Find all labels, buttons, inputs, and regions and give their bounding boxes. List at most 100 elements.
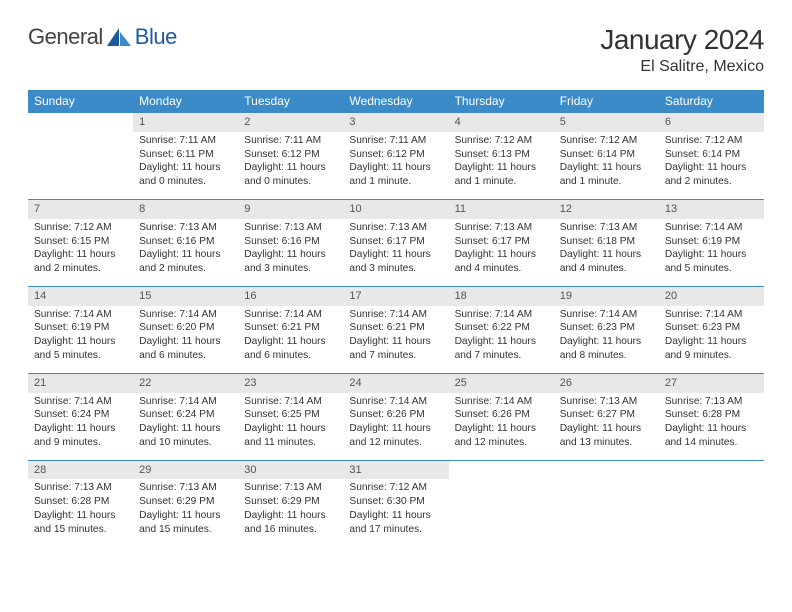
daylight-text: Daylight: 11 hours (244, 335, 337, 349)
day-number: 14 (28, 286, 133, 305)
day-cell: Sunrise: 7:14 AMSunset: 6:24 PMDaylight:… (28, 393, 133, 461)
sunset-text: Sunset: 6:27 PM (560, 408, 653, 422)
sunset-text: Sunset: 6:28 PM (34, 495, 127, 509)
sunset-text: Sunset: 6:17 PM (349, 235, 442, 249)
daylight-text: and 2 minutes. (665, 175, 758, 189)
sunrise-text: Sunrise: 7:13 AM (244, 481, 337, 495)
sunset-text: Sunset: 6:26 PM (455, 408, 548, 422)
sunrise-text: Sunrise: 7:12 AM (560, 134, 653, 148)
sunset-text: Sunset: 6:24 PM (139, 408, 232, 422)
daylight-text: Daylight: 11 hours (244, 509, 337, 523)
sunset-text: Sunset: 6:15 PM (34, 235, 127, 249)
logo-part1: General (28, 24, 103, 49)
daylight-text: and 0 minutes. (139, 175, 232, 189)
day-cell (449, 479, 554, 546)
sunrise-text: Sunrise: 7:14 AM (349, 395, 442, 409)
daylight-text: Daylight: 11 hours (34, 248, 127, 262)
sunrise-text: Sunrise: 7:13 AM (349, 221, 442, 235)
day-number: 23 (238, 373, 343, 392)
day-cell: Sunrise: 7:13 AMSunset: 6:16 PMDaylight:… (238, 219, 343, 287)
daylight-text: and 5 minutes. (665, 262, 758, 276)
daylight-text: Daylight: 11 hours (349, 509, 442, 523)
daylight-text: Daylight: 11 hours (139, 161, 232, 175)
sunset-text: Sunset: 6:14 PM (560, 148, 653, 162)
daylight-text: and 16 minutes. (244, 523, 337, 537)
daylight-text: Daylight: 11 hours (665, 161, 758, 175)
day-number: 5 (554, 113, 659, 132)
daylight-text: Daylight: 11 hours (665, 335, 758, 349)
sunrise-text: Sunrise: 7:13 AM (34, 481, 127, 495)
daylight-text: Daylight: 11 hours (560, 248, 653, 262)
sunrise-text: Sunrise: 7:13 AM (139, 481, 232, 495)
day-number: 17 (343, 286, 448, 305)
logo-part2: Blue (135, 24, 177, 50)
day-number: 13 (659, 199, 764, 218)
sunrise-text: Sunrise: 7:13 AM (244, 221, 337, 235)
day-number (449, 460, 554, 479)
daylight-text: and 0 minutes. (244, 175, 337, 189)
sunrise-text: Sunrise: 7:13 AM (139, 221, 232, 235)
sunrise-text: Sunrise: 7:14 AM (34, 395, 127, 409)
daylight-text: Daylight: 11 hours (455, 335, 548, 349)
day-cell: Sunrise: 7:14 AMSunset: 6:20 PMDaylight:… (133, 306, 238, 374)
day-number-row: 21222324252627 (28, 373, 764, 392)
day-cell: Sunrise: 7:13 AMSunset: 6:28 PMDaylight:… (659, 393, 764, 461)
daylight-text: Daylight: 11 hours (139, 335, 232, 349)
daylight-text: Daylight: 11 hours (560, 335, 653, 349)
day-number: 15 (133, 286, 238, 305)
sunrise-text: Sunrise: 7:14 AM (455, 308, 548, 322)
location: El Salitre, Mexico (600, 58, 764, 76)
sunset-text: Sunset: 6:19 PM (665, 235, 758, 249)
sunrise-text: Sunrise: 7:11 AM (349, 134, 442, 148)
day-cell: Sunrise: 7:14 AMSunset: 6:23 PMDaylight:… (554, 306, 659, 374)
sunset-text: Sunset: 6:12 PM (244, 148, 337, 162)
day-number: 26 (554, 373, 659, 392)
day-cell: Sunrise: 7:12 AMSunset: 6:30 PMDaylight:… (343, 479, 448, 546)
daylight-text: Daylight: 11 hours (34, 509, 127, 523)
day-header: Saturday (659, 90, 764, 113)
day-cell (28, 132, 133, 200)
daylight-text: and 9 minutes. (34, 436, 127, 450)
calendar-table: Sunday Monday Tuesday Wednesday Thursday… (28, 90, 764, 547)
day-cell: Sunrise: 7:13 AMSunset: 6:17 PMDaylight:… (343, 219, 448, 287)
daylight-text: and 2 minutes. (139, 262, 232, 276)
sunrise-text: Sunrise: 7:13 AM (665, 395, 758, 409)
day-header: Thursday (449, 90, 554, 113)
daylight-text: and 15 minutes. (34, 523, 127, 537)
sunset-text: Sunset: 6:23 PM (665, 321, 758, 335)
day-cell: Sunrise: 7:14 AMSunset: 6:19 PMDaylight:… (28, 306, 133, 374)
daylight-text: and 7 minutes. (349, 349, 442, 363)
sunset-text: Sunset: 6:11 PM (139, 148, 232, 162)
day-header: Sunday (28, 90, 133, 113)
daylight-text: and 6 minutes. (244, 349, 337, 363)
day-number: 11 (449, 199, 554, 218)
sunset-text: Sunset: 6:19 PM (34, 321, 127, 335)
sunset-text: Sunset: 6:24 PM (34, 408, 127, 422)
sunset-text: Sunset: 6:16 PM (244, 235, 337, 249)
day-cell: Sunrise: 7:12 AMSunset: 6:14 PMDaylight:… (659, 132, 764, 200)
daylight-text: and 8 minutes. (560, 349, 653, 363)
day-number: 8 (133, 199, 238, 218)
sunset-text: Sunset: 6:16 PM (139, 235, 232, 249)
daylight-text: Daylight: 11 hours (244, 422, 337, 436)
sunset-text: Sunset: 6:17 PM (455, 235, 548, 249)
day-cell: Sunrise: 7:13 AMSunset: 6:18 PMDaylight:… (554, 219, 659, 287)
daylight-text: and 13 minutes. (560, 436, 653, 450)
day-cell: Sunrise: 7:14 AMSunset: 6:19 PMDaylight:… (659, 219, 764, 287)
daylight-text: Daylight: 11 hours (455, 161, 548, 175)
sunset-text: Sunset: 6:13 PM (455, 148, 548, 162)
day-cell: Sunrise: 7:11 AMSunset: 6:12 PMDaylight:… (238, 132, 343, 200)
daylight-text: Daylight: 11 hours (139, 422, 232, 436)
sunrise-text: Sunrise: 7:12 AM (665, 134, 758, 148)
day-cell: Sunrise: 7:13 AMSunset: 6:29 PMDaylight:… (133, 479, 238, 546)
daylight-text: and 4 minutes. (455, 262, 548, 276)
day-cell: Sunrise: 7:12 AMSunset: 6:15 PMDaylight:… (28, 219, 133, 287)
day-number: 16 (238, 286, 343, 305)
sunrise-text: Sunrise: 7:14 AM (349, 308, 442, 322)
day-number: 29 (133, 460, 238, 479)
daylight-text: and 2 minutes. (34, 262, 127, 276)
day-number: 31 (343, 460, 448, 479)
sunset-text: Sunset: 6:23 PM (560, 321, 653, 335)
sunset-text: Sunset: 6:29 PM (139, 495, 232, 509)
daylight-text: Daylight: 11 hours (455, 248, 548, 262)
